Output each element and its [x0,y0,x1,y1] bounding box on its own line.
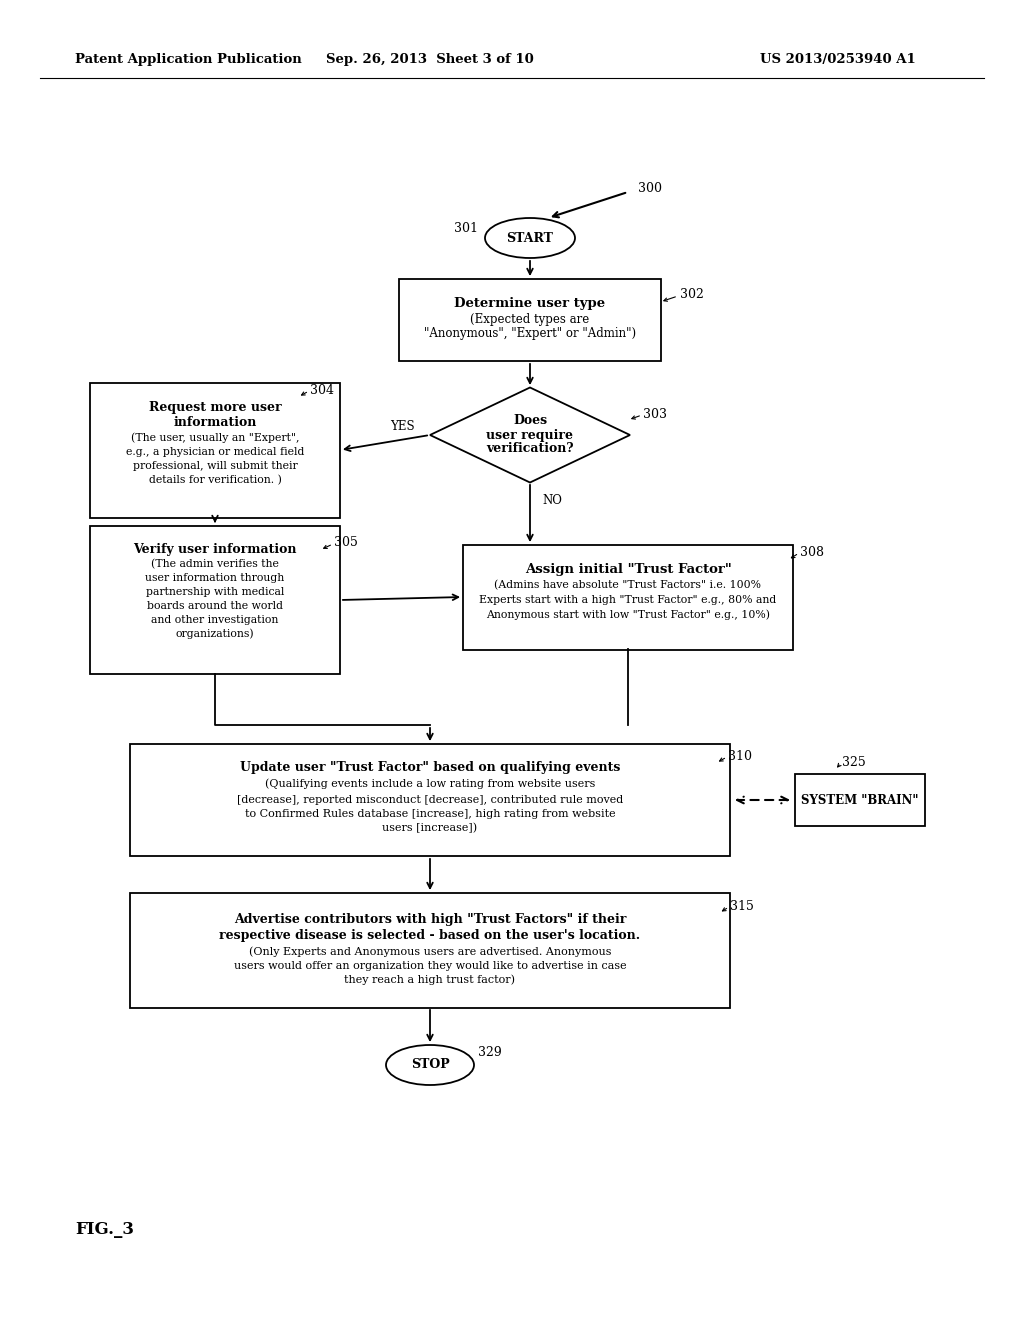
Text: Anonymous start with low "Trust Factor" e.g., 10%): Anonymous start with low "Trust Factor" … [486,610,770,620]
Text: (Admins have absolute "Trust Factors" i.e. 100%: (Admins have absolute "Trust Factors" i.… [495,579,762,590]
Text: 308: 308 [800,545,824,558]
Text: they reach a high trust factor): they reach a high trust factor) [344,974,515,985]
Text: e.g., a physician or medical field: e.g., a physician or medical field [126,447,304,457]
Text: Advertise contributors with high "Trust Factors" if their: Advertise contributors with high "Trust … [233,913,627,927]
Text: (The admin verifies the: (The admin verifies the [152,558,279,569]
Text: organizations): organizations) [176,628,254,639]
Text: FIG._3: FIG._3 [75,1221,134,1238]
Text: NO: NO [542,494,562,507]
Text: users would offer an organization they would like to advertise in case: users would offer an organization they w… [233,961,627,972]
Text: 303: 303 [643,408,667,421]
Text: professional, will submit their: professional, will submit their [133,461,297,471]
FancyBboxPatch shape [795,774,925,826]
FancyBboxPatch shape [130,744,730,855]
FancyBboxPatch shape [90,525,340,675]
Text: SYSTEM "BRAIN": SYSTEM "BRAIN" [801,793,919,807]
FancyBboxPatch shape [130,892,730,1007]
Text: users [increase]): users [increase]) [382,822,477,833]
Text: 305: 305 [334,536,357,549]
Text: information: information [173,416,257,429]
Text: START: START [507,231,553,244]
Ellipse shape [386,1045,474,1085]
Text: YES: YES [390,421,415,433]
Text: user require: user require [486,429,573,441]
Text: Does: Does [513,414,547,428]
Text: 304: 304 [310,384,334,396]
Text: verification?: verification? [486,442,573,455]
Text: (The user, usually an "Expert",: (The user, usually an "Expert", [131,433,299,444]
Text: 301: 301 [454,222,478,235]
Polygon shape [430,388,630,483]
FancyBboxPatch shape [90,383,340,517]
Text: 325: 325 [842,755,865,768]
Text: [decrease], reported misconduct [decrease], contributed rule moved: [decrease], reported misconduct [decreas… [237,795,624,805]
Text: (Qualifying events include a low rating from website users: (Qualifying events include a low rating … [265,779,595,789]
Text: STOP: STOP [411,1059,450,1072]
Text: Experts start with a high "Trust Factor" e.g., 80% and: Experts start with a high "Trust Factor"… [479,595,776,605]
Text: 302: 302 [680,289,703,301]
Text: 310: 310 [728,750,752,763]
Text: 329: 329 [478,1045,502,1059]
Text: to Confirmed Rules database [increase], high rating from website: to Confirmed Rules database [increase], … [245,809,615,818]
Text: US 2013/0253940 A1: US 2013/0253940 A1 [760,54,915,66]
Text: (Only Experts and Anonymous users are advertised. Anonymous: (Only Experts and Anonymous users are ad… [249,946,611,957]
Text: respective disease is selected - based on the user's location.: respective disease is selected - based o… [219,929,641,942]
Text: Determine user type: Determine user type [455,297,605,310]
Text: Patent Application Publication: Patent Application Publication [75,54,302,66]
Text: "Anonymous", "Expert" or "Admin"): "Anonymous", "Expert" or "Admin") [424,327,636,341]
Text: user information through: user information through [145,573,285,583]
Text: boards around the world: boards around the world [147,601,283,611]
Ellipse shape [485,218,575,257]
FancyBboxPatch shape [463,544,793,649]
Text: 315: 315 [730,899,754,912]
Text: Request more user: Request more user [148,401,282,414]
Text: Sep. 26, 2013  Sheet 3 of 10: Sep. 26, 2013 Sheet 3 of 10 [326,54,534,66]
Text: Verify user information: Verify user information [133,544,297,557]
Text: and other investigation: and other investigation [152,615,279,624]
Text: 300: 300 [638,181,662,194]
FancyBboxPatch shape [399,279,662,360]
Text: partnership with medical: partnership with medical [145,587,285,597]
Text: Assign initial "Trust Factor": Assign initial "Trust Factor" [524,562,731,576]
Text: Update user "Trust Factor" based on qualifying events: Update user "Trust Factor" based on qual… [240,762,621,775]
Text: details for verification. ): details for verification. ) [148,475,282,486]
Text: (Expected types are: (Expected types are [470,314,590,326]
